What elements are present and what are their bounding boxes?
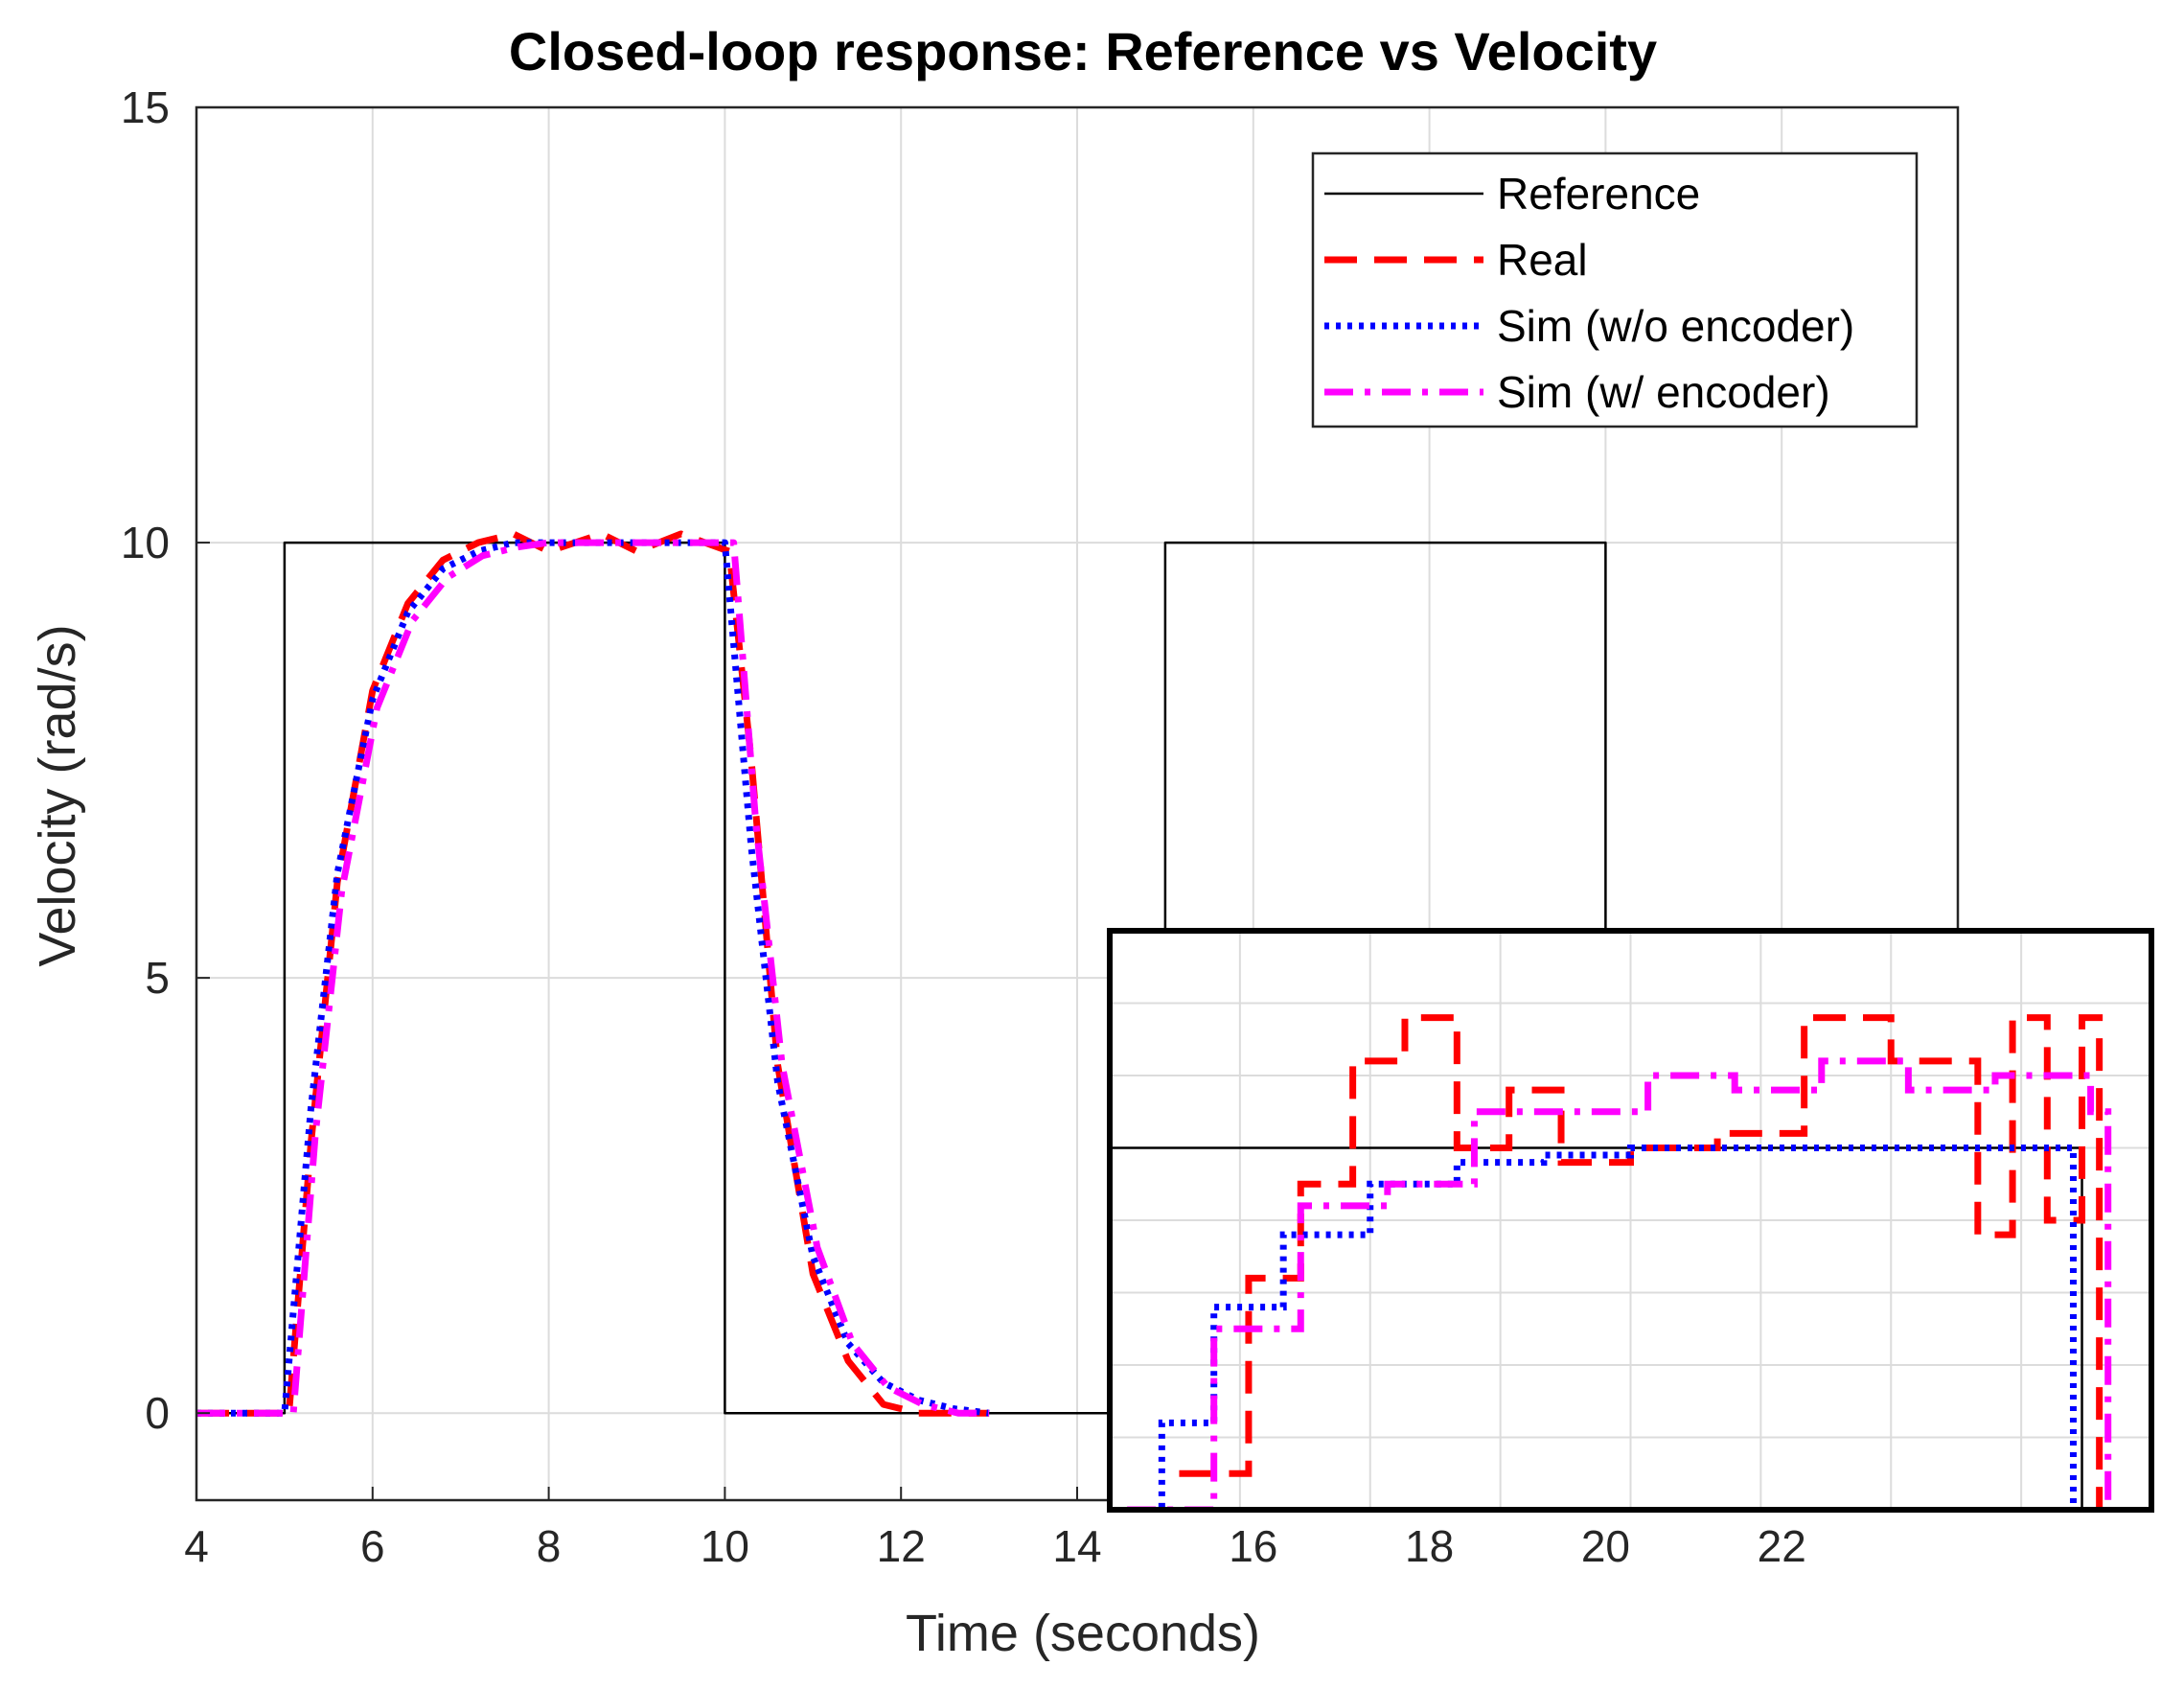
x-tick-label: 4 [184, 1521, 209, 1571]
x-tick-label: 20 [1581, 1521, 1630, 1571]
legend-label-1: Real [1497, 235, 1588, 285]
x-axis-label: Time (seconds) [906, 1605, 1260, 1662]
inset-panel [1107, 928, 2154, 1513]
y-tick-label: 0 [145, 1388, 170, 1438]
inset-series-line-2 [1158, 1145, 2077, 1510]
y-tick-label: 10 [121, 518, 170, 567]
inset-series-line-1 [1179, 1014, 2104, 1510]
x-tick-label: 16 [1229, 1521, 1277, 1571]
x-tick-label: 14 [1052, 1521, 1101, 1571]
legend-label-3: Sim (w/ encoder) [1497, 367, 1830, 417]
series-line-3 [196, 539, 990, 1417]
chart-title: Closed-loop response: Reference vs Veloc… [509, 21, 1657, 81]
legend-label-0: Reference [1497, 169, 1700, 219]
x-tick-label: 10 [701, 1521, 749, 1571]
x-tick-label: 8 [537, 1521, 562, 1571]
y-axis-label: Velocity (rad/s) [29, 624, 86, 966]
x-tick-label: 22 [1758, 1521, 1806, 1571]
x-tick-label: 18 [1405, 1521, 1454, 1571]
inset-grid [1110, 931, 2151, 1510]
inset-series-line-3 [1127, 1057, 2112, 1510]
x-tick-label: 12 [877, 1521, 926, 1571]
y-tick-label: 15 [121, 82, 170, 132]
series-line-2 [196, 539, 990, 1417]
y-tick-label: 5 [145, 953, 170, 1003]
inset-series-group [1110, 1014, 2112, 1510]
inset-frame [1107, 928, 2154, 1513]
legend-box [1311, 151, 1919, 428]
x-tick-label: 6 [360, 1521, 385, 1571]
legend: Reference Real Sim (w/o encoder) Sim (w/ en… [1311, 151, 1919, 428]
legend-label-2: Sim (w/o encoder) [1497, 301, 1854, 351]
